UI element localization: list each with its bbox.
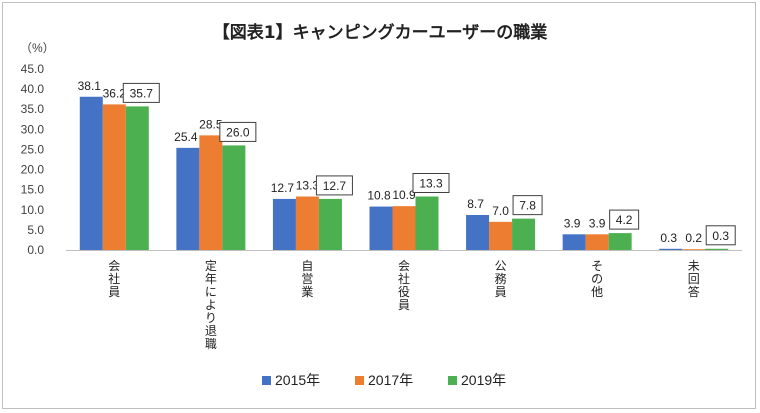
bar — [682, 249, 706, 250]
bars — [79, 96, 729, 251]
category-label-char: 会 — [108, 259, 120, 273]
category-label-char: 公 — [495, 259, 507, 273]
category-label-char: 社 — [398, 271, 410, 286]
data-label: 10.9 — [392, 188, 416, 202]
category-label-char: 員 — [108, 285, 120, 299]
category-label-char: り — [205, 311, 217, 325]
bar — [222, 145, 246, 250]
data-label-box — [512, 195, 543, 216]
bar — [466, 215, 490, 250]
bar — [512, 218, 536, 250]
legend-swatch — [262, 376, 271, 385]
category-label-char: 職 — [205, 337, 217, 351]
y-tick-label: 30.0 — [21, 122, 45, 136]
category-label-char: 営 — [301, 272, 313, 286]
bar — [659, 248, 683, 250]
category-label-char: 務 — [495, 272, 507, 286]
data-label: 7.8 — [519, 199, 536, 213]
bar — [102, 104, 126, 250]
data-label: 28.5 — [199, 117, 223, 131]
data-label: 3.9 — [589, 216, 606, 230]
category-label-char: よ — [205, 298, 217, 312]
data-label: 38.1 — [78, 79, 102, 93]
data-label: 8.7 — [467, 197, 484, 211]
category-label-char: 員 — [495, 285, 507, 299]
data-label: 36.2 — [103, 86, 127, 100]
data-label: 10.8 — [367, 189, 391, 203]
data-label-box — [609, 209, 640, 230]
y-tick-label: 20.0 — [21, 163, 45, 177]
data-label: 35.7 — [130, 86, 154, 100]
chart-title: 【図表1】キャンピングカーユーザーの職業 — [212, 23, 548, 43]
y-tick-label: 45.0 — [21, 62, 45, 76]
y-tick-label: 5.0 — [27, 223, 44, 237]
data-label-box — [315, 175, 353, 196]
data-label-box — [705, 225, 736, 246]
legend-swatch — [448, 376, 457, 385]
data-labels: 38.136.2 35.725.428.526.012.7 13.3 12.710.8… — [78, 79, 736, 246]
category-label-char: そ — [591, 259, 603, 273]
data-label: 26.0 — [226, 125, 250, 139]
y-tick-label: 35.0 — [21, 102, 45, 116]
bar — [585, 234, 609, 250]
legend-label: 2019年 — [461, 372, 506, 388]
y-tick-label: 25.0 — [21, 142, 45, 156]
category-label-char: 未 — [688, 259, 700, 273]
data-label-box — [412, 173, 450, 194]
data-label-box — [219, 121, 257, 142]
category-label-char: 定 — [205, 258, 217, 273]
bar — [199, 135, 223, 250]
legend-label: 2017年 — [368, 372, 413, 388]
data-label: 0.3 — [712, 229, 729, 243]
data-label: 13.3 — [296, 179, 320, 193]
y-tick-label: 40.0 — [21, 82, 45, 96]
category-label-char: 他 — [591, 285, 603, 299]
data-label: 4.2 — [616, 213, 633, 227]
category-label-char: に — [205, 285, 217, 299]
legend: 2015年 2017年 2019年 — [262, 372, 506, 388]
legend-swatch — [355, 376, 364, 385]
bar — [562, 234, 586, 250]
category-label-char: 役 — [398, 284, 410, 299]
data-label: 7.0 — [492, 204, 509, 218]
data-label: 13.3 — [419, 177, 443, 191]
legend-label: 2015年 — [275, 372, 320, 388]
y-tick-label: 10.0 — [21, 203, 45, 217]
bar — [318, 198, 342, 250]
category-label-char: 答 — [688, 284, 700, 299]
data-label: 3.9 — [564, 216, 581, 230]
bar — [705, 248, 729, 250]
category-label-char: 回 — [688, 272, 700, 286]
category-label-char: の — [591, 272, 603, 286]
category-label-char: 退 — [205, 324, 217, 338]
category-label-char: 年 — [205, 272, 217, 286]
data-label: 0.3 — [660, 231, 677, 245]
bar — [272, 198, 296, 250]
data-label: 12.7 — [271, 181, 295, 195]
y-axis-ticks: 0.0 5.0 10.0 15.0 20.0 25.0 30.0 35.0 40.0 45.0 — [21, 62, 45, 257]
bar — [608, 233, 632, 250]
category-label-char: 員 — [398, 298, 410, 312]
category-label-char: 会 — [398, 259, 410, 273]
category-label-char: 業 — [301, 285, 313, 299]
data-label: 25.4 — [174, 130, 198, 144]
bar — [489, 221, 513, 250]
y-axis-unit-label: （%） — [20, 41, 55, 55]
bar — [392, 206, 416, 250]
bar — [415, 196, 439, 250]
category-label-char: 社 — [108, 271, 120, 286]
bar — [79, 96, 103, 251]
y-tick-label: 15.0 — [21, 183, 45, 197]
data-label: 12.7 — [323, 179, 347, 193]
category-label-char: 自 — [301, 259, 313, 273]
data-label: 0.2 — [685, 231, 702, 245]
y-tick-label: 0.0 — [27, 243, 44, 257]
bar — [369, 206, 393, 250]
data-label-box — [122, 82, 160, 103]
bar — [176, 147, 200, 250]
bar — [295, 196, 319, 250]
bar — [125, 106, 149, 250]
